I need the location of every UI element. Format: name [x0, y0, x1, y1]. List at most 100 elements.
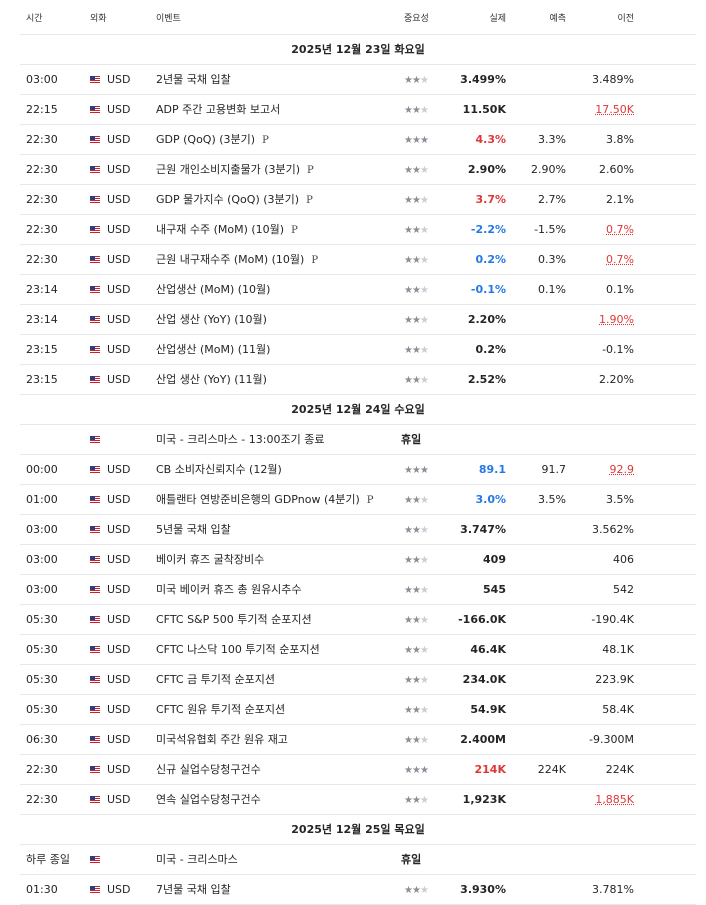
event-name[interactable]: ADP 주간 고용변화 보고서 — [156, 103, 281, 116]
event-name-cell[interactable]: CFTC S&P 500 투기적 순포지션 — [156, 605, 312, 634]
event-row[interactable]: 22:30 USD GDP 물가지수 (QoQ) (3분기) P ★★★ 3.7% 2.7%… — [20, 185, 696, 215]
event-name-cell[interactable]: 내구재 수주 (MoM) (10월) P — [156, 215, 298, 245]
event-row[interactable]: 23:15 USD 산업 생산 (YoY) (11월) ★★★ 2.52% 2.20% — [20, 365, 696, 395]
event-name[interactable]: CB 소비자신뢰지수 (12월) — [156, 463, 282, 476]
event-name-cell[interactable]: 근원 내구재수주 (MoM) (10월) P — [156, 245, 318, 275]
event-name[interactable]: 2년물 국채 입찰 — [156, 73, 231, 86]
header-actual[interactable]: 실제 — [489, 14, 506, 24]
previous-value[interactable]: 0.7% — [606, 245, 634, 274]
event-name[interactable]: 산업생산 (MoM) (11월) — [156, 343, 271, 356]
event-name[interactable]: 미국 - 크리스마스 — [156, 853, 238, 866]
event-row[interactable]: 22:30 USD 근원 내구재수주 (MoM) (10월) P ★★★ 0.2% 0.3%… — [20, 245, 696, 275]
previous-value[interactable]: 0.7% — [606, 215, 634, 244]
event-name-cell[interactable]: 미국석유협회 주간 원유 재고 — [156, 725, 288, 754]
header-previous[interactable]: 이전 — [617, 14, 634, 24]
event-name-cell[interactable]: GDP (QoQ) (3분기) P — [156, 125, 269, 155]
event-name[interactable]: 내구재 수주 (MoM) (10월) — [156, 223, 285, 236]
previous-value-text[interactable]: 92.9 — [609, 463, 635, 476]
event-row[interactable]: 22:30 USD 근원 개인소비지출물가 (3분기) P ★★★ 2.90% 2.90% 2… — [20, 155, 696, 185]
event-name-cell[interactable]: 미국 - 크리스마스 - 13:00조기 종료 — [156, 425, 324, 454]
event-row[interactable]: 23:14 USD 산업생산 (MoM) (10월) ★★★ -0.1% 0.1% 0.1% — [20, 275, 696, 305]
event-name-cell[interactable]: CFTC 나스닥 100 투기적 순포지션 — [156, 635, 320, 664]
event-name[interactable]: 신규 실업수당청구건수 — [156, 763, 261, 776]
event-row[interactable]: 03:00 USD 베이커 휴즈 굴착장비수 ★★★ 409 406 — [20, 545, 696, 575]
event-row[interactable]: 23:15 USD 산업생산 (MoM) (11월) ★★★ 0.2% -0.1% — [20, 335, 696, 365]
event-name-cell[interactable]: CFTC 금 투기적 순포지션 — [156, 665, 275, 694]
event-name-cell[interactable]: 산업 생산 (YoY) (11월) — [156, 365, 267, 394]
event-name[interactable]: 미국 - 크리스마스 - 13:00조기 종료 — [156, 433, 325, 446]
event-row[interactable]: 03:00 USD 2년물 국채 입찰 ★★★ 3.499% 3.489% — [20, 65, 696, 95]
event-row[interactable]: 00:00 USD CB 소비자신뢰지수 (12월) ★★★ 89.1 91.7 92.9 — [20, 455, 696, 485]
event-row[interactable]: 01:00 USD 애틀랜타 연방준비은행의 GDPnow (4분기) P ★★★ 3.0… — [20, 485, 696, 515]
header-event[interactable]: 이벤트 — [156, 14, 181, 24]
event-row[interactable]: 22:30 USD GDP (QoQ) (3분기) P ★★★ 4.3% 3.3% 3.8% — [20, 125, 696, 155]
event-row[interactable]: 05:30 USD CFTC S&P 500 투기적 순포지션 ★★★ -166.0K -… — [20, 605, 696, 635]
previous-value-text[interactable]: 1.90% — [599, 313, 634, 326]
event-name[interactable]: 산업 생산 (YoY) (11월) — [156, 373, 267, 386]
event-name-cell[interactable]: 베이커 휴즈 굴착장비수 — [156, 545, 264, 574]
event-name-cell[interactable]: 신규 실업수당청구건수 — [156, 755, 261, 784]
holiday-row[interactable]: 미국 - 크리스마스 - 13:00조기 종료 휴일 — [20, 425, 696, 455]
preliminary-marker: P — [291, 225, 298, 236]
event-name-cell[interactable]: 연속 실업수당청구건수 — [156, 785, 261, 814]
event-row[interactable]: 03:00 USD 미국 베이커 휴즈 총 원유시추수 ★★★ 545 542 — [20, 575, 696, 605]
event-name-cell[interactable]: 2년물 국채 입찰 — [156, 65, 231, 94]
previous-value-text[interactable]: 0.7% — [606, 253, 634, 266]
event-name[interactable]: 연속 실업수당청구건수 — [156, 793, 261, 806]
event-name[interactable]: 애틀랜타 연방준비은행의 GDPnow (4분기) — [156, 493, 360, 506]
event-name-cell[interactable]: 산업 생산 (YoY) (10월) — [156, 305, 267, 334]
header-importance[interactable]: 중요성 — [404, 14, 429, 24]
previous-value-text[interactable]: 17.50K — [595, 103, 634, 116]
event-name-cell[interactable]: CFTC 원유 투기적 순포지션 — [156, 695, 285, 724]
previous-value[interactable]: 17.50K — [595, 95, 634, 124]
event-name[interactable]: CFTC 원유 투기적 순포지션 — [156, 703, 286, 716]
event-name-cell[interactable]: 산업생산 (MoM) (11월) — [156, 335, 270, 364]
event-name[interactable]: 7년물 국채 입찰 — [156, 883, 231, 896]
importance-stars: ★★★ — [404, 185, 429, 215]
event-row[interactable]: 22:30 USD 신규 실업수당청구건수 ★★★ 214K 224K 224K — [20, 755, 696, 785]
event-row[interactable]: 05:30 USD CFTC 나스닥 100 투기적 순포지션 ★★★ 46.4K 48.… — [20, 635, 696, 665]
event-row[interactable]: 22:30 USD 연속 실업수당청구건수 ★★★ 1,923K 1,885K — [20, 785, 696, 815]
event-name-cell[interactable]: CB 소비자신뢰지수 (12월) — [156, 455, 282, 484]
event-name-cell[interactable]: 미국 베이커 휴즈 총 원유시추수 — [156, 575, 302, 604]
event-name[interactable]: 미국 베이커 휴즈 총 원유시추수 — [156, 583, 302, 596]
event-name-cell[interactable]: 5년물 국채 입찰 — [156, 515, 231, 544]
event-name[interactable]: 산업생산 (MoM) (10월) — [156, 283, 271, 296]
event-row[interactable]: 22:15 USD ADP 주간 고용변화 보고서 ★★★ 11.50K 17.50K — [20, 95, 696, 125]
previous-value: 3.781% — [592, 875, 634, 904]
event-name[interactable]: 근원 개인소비지출물가 (3분기) — [156, 163, 301, 176]
previous-value[interactable]: 1.90% — [599, 305, 634, 334]
header-time[interactable]: 시간 — [26, 14, 43, 24]
previous-value-text[interactable]: 1,885K — [595, 793, 634, 806]
event-name-cell[interactable]: 미국 - 크리스마스 — [156, 845, 238, 874]
event-row[interactable]: 05:30 USD CFTC 금 투기적 순포지션 ★★★ 234.0K 223.9K — [20, 665, 696, 695]
event-name-cell[interactable]: GDP 물가지수 (QoQ) (3분기) P — [156, 185, 313, 215]
event-name-cell[interactable]: 산업생산 (MoM) (10월) — [156, 275, 270, 304]
holiday-row[interactable]: 하루 종일 미국 - 크리스마스 휴일 — [20, 845, 696, 875]
event-name[interactable]: 근원 내구재수주 (MoM) (10월) — [156, 253, 305, 266]
event-name[interactable]: GDP 물가지수 (QoQ) (3분기) — [156, 193, 300, 206]
event-row[interactable]: 06:30 USD 미국석유협회 주간 원유 재고 ★★★ 2.400M -9.300M — [20, 725, 696, 755]
event-row[interactable]: 03:00 USD 5년물 국채 입찰 ★★★ 3.747% 3.562% — [20, 515, 696, 545]
event-name[interactable]: CFTC S&P 500 투기적 순포지션 — [156, 613, 312, 626]
event-name-cell[interactable]: 7년물 국채 입찰 — [156, 875, 231, 904]
event-name[interactable]: 산업 생산 (YoY) (10월) — [156, 313, 267, 326]
event-name[interactable]: CFTC 나스닥 100 투기적 순포지션 — [156, 643, 320, 656]
event-name[interactable]: 미국석유협회 주간 원유 재고 — [156, 733, 288, 746]
event-name[interactable]: 베이커 휴즈 굴착장비수 — [156, 553, 265, 566]
event-row[interactable]: 05:30 USD CFTC 원유 투기적 순포지션 ★★★ 54.9K 58.4K — [20, 695, 696, 725]
header-forecast[interactable]: 예측 — [549, 14, 566, 24]
event-name[interactable]: GDP (QoQ) (3분기) — [156, 133, 256, 146]
event-name-cell[interactable]: 근원 개인소비지출물가 (3분기) P — [156, 155, 314, 185]
event-name[interactable]: CFTC 금 투기적 순포지션 — [156, 673, 276, 686]
previous-value[interactable]: 1,885K — [595, 785, 634, 814]
previous-value[interactable]: 92.9 — [610, 455, 635, 484]
event-name-cell[interactable]: ADP 주간 고용변화 보고서 — [156, 95, 280, 124]
event-row[interactable]: 01:30 USD 7년물 국채 입찰 ★★★ 3.930% 3.781% — [20, 875, 696, 905]
previous-value-text[interactable]: 0.7% — [606, 223, 634, 236]
event-name-cell[interactable]: 애틀랜타 연방준비은행의 GDPnow (4분기) P — [156, 485, 374, 515]
event-name[interactable]: 5년물 국채 입찰 — [156, 523, 231, 536]
header-currency[interactable]: 외화 — [90, 14, 107, 24]
event-row[interactable]: 23:14 USD 산업 생산 (YoY) (10월) ★★★ 2.20% 1.90% — [20, 305, 696, 335]
event-row[interactable]: 22:30 USD 내구재 수주 (MoM) (10월) P ★★★ -2.2% -1.5%… — [20, 215, 696, 245]
